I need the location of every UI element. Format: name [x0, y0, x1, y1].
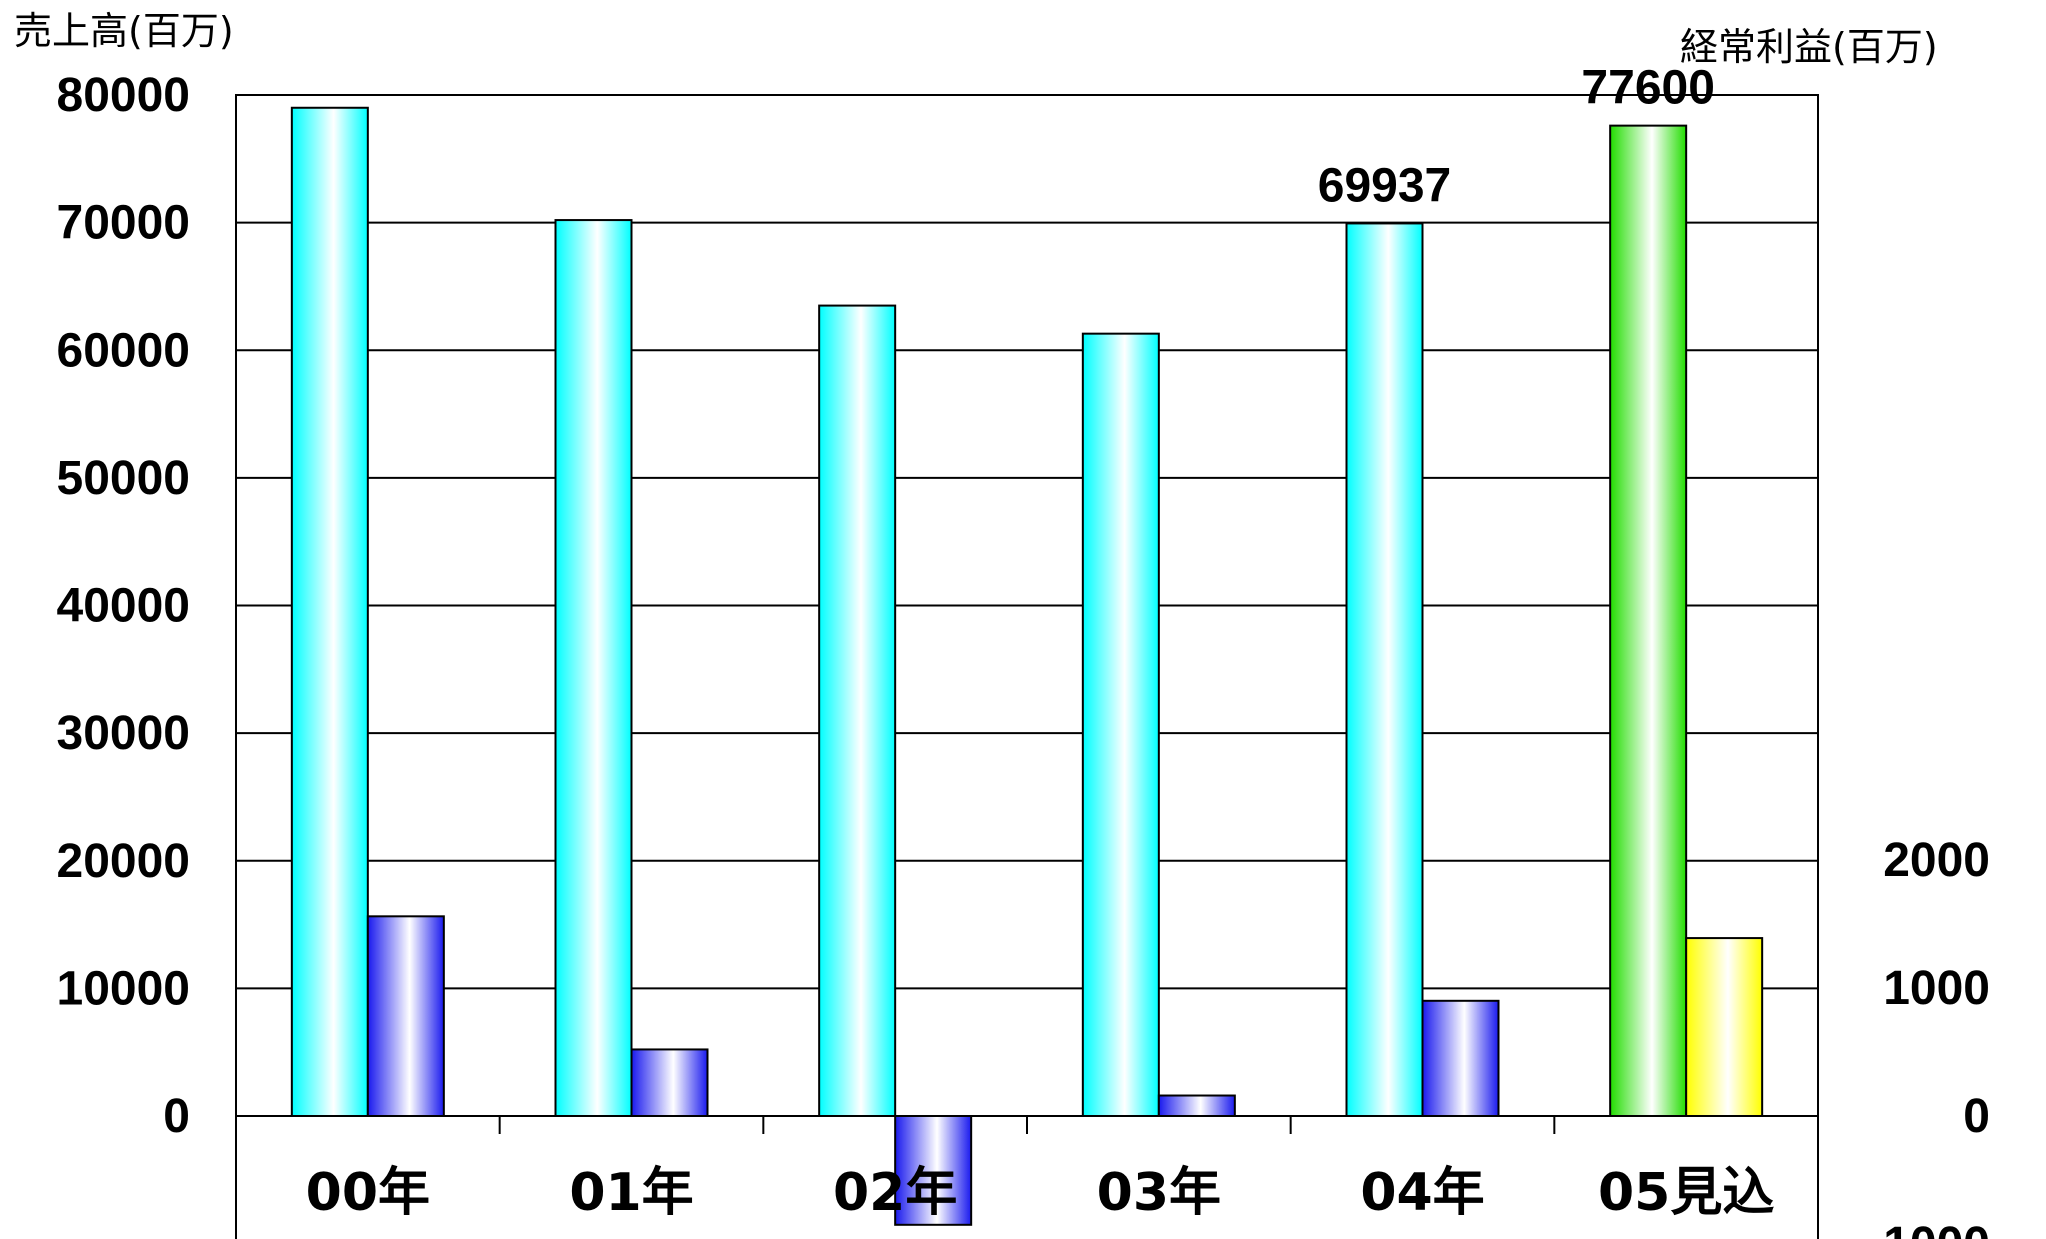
category-label: 03年: [1097, 1163, 1221, 1223]
profit-bar: [1157, 1094, 1236, 1118]
revenue-bar: [818, 304, 897, 1117]
revenue-bar: [554, 219, 633, 1117]
left-tick-label: 20000: [57, 835, 190, 888]
left-tick-label: 50000: [57, 452, 190, 505]
profit-bar: [894, 1115, 973, 1226]
profit-bar: [630, 1048, 709, 1117]
right-tick-label: -1000: [1867, 1218, 1990, 1239]
left-tick-label: 30000: [57, 707, 190, 760]
right-tick-label: 1000: [1883, 962, 1990, 1015]
data-label: 77600: [1581, 62, 1714, 115]
data-label: 69937: [1318, 159, 1451, 212]
revenue-bar: [290, 106, 369, 1117]
category-label: 04年: [1360, 1163, 1484, 1223]
left-tick-label: 70000: [57, 197, 190, 250]
left-tick-label: 40000: [57, 580, 190, 633]
left-tick-label: 60000: [57, 324, 190, 377]
gridlines: [236, 221, 1818, 1134]
data-labels: 69937 77600: [1318, 62, 1715, 213]
profit-bar: [1421, 999, 1500, 1117]
right-tick-label: 0: [1963, 1090, 1990, 1143]
left-tick-label: 0: [163, 1090, 190, 1143]
left-tick-label: 10000: [57, 962, 190, 1015]
left-tick-label: 80000: [57, 69, 190, 122]
revenue-bar: [1609, 124, 1688, 1117]
category-label: 01年: [569, 1163, 693, 1223]
category-label: 00年: [306, 1163, 430, 1223]
profit-bar: [1685, 937, 1764, 1118]
revenue-bar: [1345, 222, 1424, 1118]
left-axis-ticks: 0 10000 20000 30000 40000 50000 60000 70000 8000…: [57, 69, 190, 1143]
right-tick-label: 2000: [1883, 834, 1990, 887]
bars: [290, 106, 1764, 1226]
profit-bar: [366, 915, 445, 1117]
category-label: 05見込: [1598, 1163, 1774, 1223]
right-axis-title: 経常利益(百万): [1680, 25, 1938, 69]
plot-area-border: [235, 94, 1819, 1239]
category-label: 02年: [833, 1163, 957, 1223]
revenue-bar: [1081, 332, 1160, 1117]
left-axis-title: 売上高(百万): [14, 9, 234, 53]
right-axis-ticks: -1000 0 1000 2000: [1867, 834, 1990, 1239]
category-labels: 00年 01年 02年 03年 04年 05見込: [306, 1163, 1775, 1223]
